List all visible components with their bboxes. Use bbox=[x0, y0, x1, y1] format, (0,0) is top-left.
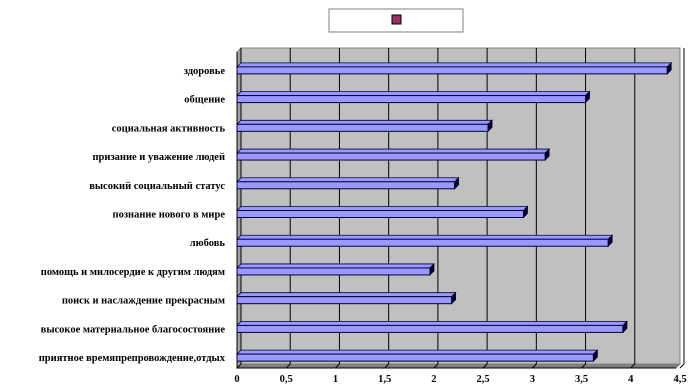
bar bbox=[236, 262, 435, 276]
gridline-floor bbox=[679, 363, 685, 369]
bar-front bbox=[236, 181, 456, 190]
bar bbox=[236, 320, 628, 334]
bar-top bbox=[236, 62, 673, 68]
category-label: приятное времяпрепровождение,отдых bbox=[39, 353, 226, 364]
bar-top bbox=[236, 206, 529, 211]
x-tick-label: 3,5 bbox=[575, 374, 588, 385]
bar-top bbox=[236, 234, 614, 240]
x-tick-label: 0 bbox=[234, 374, 239, 385]
bar bbox=[236, 61, 673, 75]
gridline-floor bbox=[335, 363, 340, 369]
bar bbox=[236, 176, 460, 190]
x-tick-label: 1 bbox=[333, 374, 338, 385]
x-tick-label: 3 bbox=[530, 374, 535, 385]
x-tick-label: 0,5 bbox=[280, 374, 293, 385]
x-tick-label: 2,5 bbox=[477, 374, 490, 385]
gridline-floor bbox=[581, 363, 586, 369]
gridline-floor bbox=[630, 363, 636, 369]
bar-front bbox=[236, 324, 624, 333]
category-label: высокое материальное благосостояние bbox=[41, 324, 226, 335]
bar-top bbox=[236, 119, 493, 125]
gridline-floor bbox=[433, 363, 439, 369]
bar-top bbox=[236, 148, 551, 154]
bar bbox=[236, 205, 529, 219]
x-tick-label: 1,5 bbox=[378, 374, 391, 385]
category-label: социальная активность bbox=[112, 123, 226, 134]
bar-front bbox=[236, 238, 609, 247]
legend-swatch bbox=[391, 14, 402, 25]
bar-top bbox=[236, 177, 460, 183]
category-label: любовь bbox=[190, 238, 226, 249]
x-tick-label: 4 bbox=[628, 374, 634, 385]
bar-front bbox=[236, 296, 453, 305]
category-label: высокий социальный статус bbox=[89, 181, 225, 192]
bar-front bbox=[236, 95, 586, 104]
plot-floor bbox=[235, 363, 682, 369]
bar-top bbox=[236, 349, 599, 355]
plot-area bbox=[235, 46, 685, 370]
bar bbox=[236, 119, 493, 133]
bar-front bbox=[236, 66, 668, 75]
bar bbox=[236, 291, 457, 305]
category-label: поиск и наслаждение прекрасным bbox=[62, 296, 225, 307]
chart-legend bbox=[328, 8, 464, 33]
bar bbox=[236, 349, 599, 363]
bar bbox=[236, 234, 614, 248]
category-label: познание нового в мире bbox=[113, 210, 226, 221]
x-tick-label: 4,5 bbox=[673, 374, 686, 385]
bar-top bbox=[236, 292, 457, 298]
x-axis-labels: 0 0,5 1 1,5 2 2,5 3 3,5 4 4,5 bbox=[234, 374, 686, 385]
bar-top bbox=[236, 263, 435, 269]
bar-front bbox=[236, 123, 489, 132]
gridline-floor bbox=[384, 363, 390, 369]
bar-front bbox=[236, 267, 431, 276]
bar-front bbox=[236, 353, 594, 362]
bar bbox=[236, 148, 551, 162]
category-label: помощь и милосердие к другим людям bbox=[41, 267, 225, 278]
category-label: призание и уважение людей bbox=[93, 152, 226, 163]
bar bbox=[236, 90, 591, 104]
category-label: здоровье bbox=[184, 66, 226, 77]
category-label: общение bbox=[184, 95, 225, 106]
gridline-floor bbox=[236, 363, 242, 369]
y-axis-labels: здоровье общение социальная активность приз… bbox=[39, 66, 226, 364]
gridline-floor bbox=[531, 363, 537, 369]
bar-top bbox=[236, 321, 628, 326]
bar-front bbox=[236, 210, 524, 218]
x-tick-label: 2 bbox=[431, 374, 436, 385]
gridline-floor bbox=[285, 363, 291, 369]
gridline-floor bbox=[482, 363, 488, 369]
bar-top bbox=[236, 91, 591, 96]
bar-front bbox=[236, 152, 546, 161]
